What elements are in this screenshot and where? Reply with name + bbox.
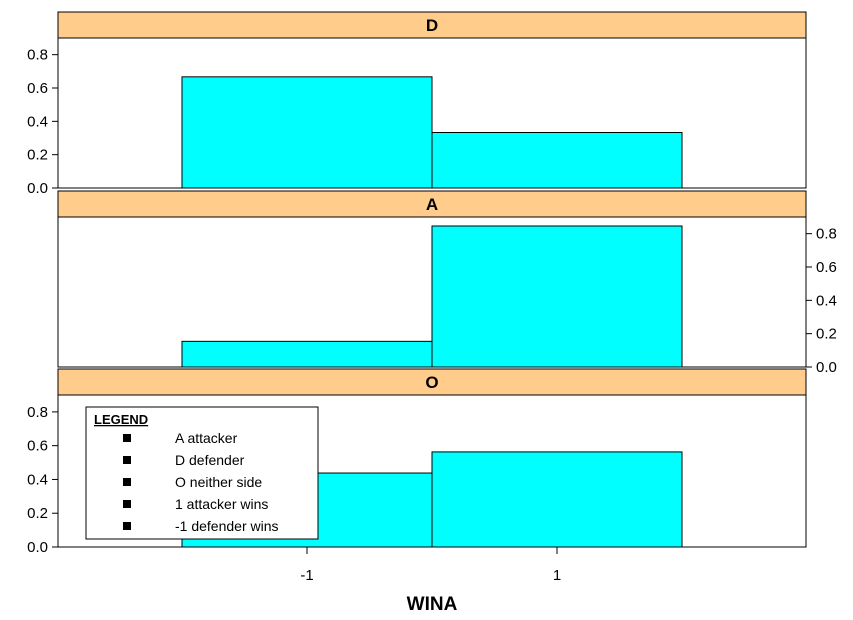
legend-marker	[123, 456, 131, 464]
legend-entry: A attacker	[175, 430, 238, 446]
legend-entry: D defender	[175, 452, 245, 468]
legend-box	[85, 406, 319, 540]
y-tick-label-A-0.8: 0.8	[816, 226, 837, 243]
bar-A--1	[181, 340, 433, 368]
legend-marker	[123, 434, 131, 442]
y-tick-label-A-0.2: 0.2	[816, 326, 837, 343]
strip-A	[57, 190, 807, 218]
x-axis-label: WINA	[407, 594, 458, 615]
strip-O	[57, 368, 807, 396]
x-tick-label--1: -1	[300, 567, 313, 584]
y-tick-label-D-0.0: 0.0	[27, 180, 48, 197]
strip-label-O: O	[425, 373, 438, 392]
y-tick-label-D-0.4: 0.4	[27, 113, 48, 130]
y-tick-label-O-0.8: 0.8	[27, 404, 48, 421]
strip-label-A: A	[426, 195, 438, 214]
y-tick-label-O-0.6: 0.6	[27, 438, 48, 455]
bar-D-1	[431, 132, 683, 189]
y-tick-label-A-0.0: 0.0	[816, 359, 837, 376]
legend-entry: O neither side	[175, 474, 262, 490]
y-tick-label-A-0.4: 0.4	[816, 292, 837, 309]
x-tick-label-1: 1	[553, 567, 561, 584]
y-tick-label-O-0.4: 0.4	[27, 471, 48, 488]
legend-title: LEGEND	[94, 412, 148, 427]
legend-marker	[123, 500, 131, 508]
legend-entry: -1 defender wins	[175, 518, 279, 534]
y-tick-label-O-0.2: 0.2	[27, 505, 48, 522]
y-tick-label-D-0.6: 0.6	[27, 80, 48, 97]
bar-D--1	[181, 76, 433, 189]
legend-marker	[123, 478, 131, 486]
legend-entry: 1 attacker wins	[175, 496, 268, 512]
legend-marker	[123, 522, 131, 530]
strip-D	[57, 11, 807, 39]
bar-A-1	[431, 225, 683, 368]
y-tick-label-O-0.0: 0.0	[27, 539, 48, 556]
y-tick-label-D-0.8: 0.8	[27, 47, 48, 64]
y-tick-label-A-0.6: 0.6	[816, 259, 837, 276]
bar-O-1	[431, 451, 683, 548]
y-tick-label-D-0.2: 0.2	[27, 147, 48, 164]
strip-label-D: D	[426, 16, 438, 35]
